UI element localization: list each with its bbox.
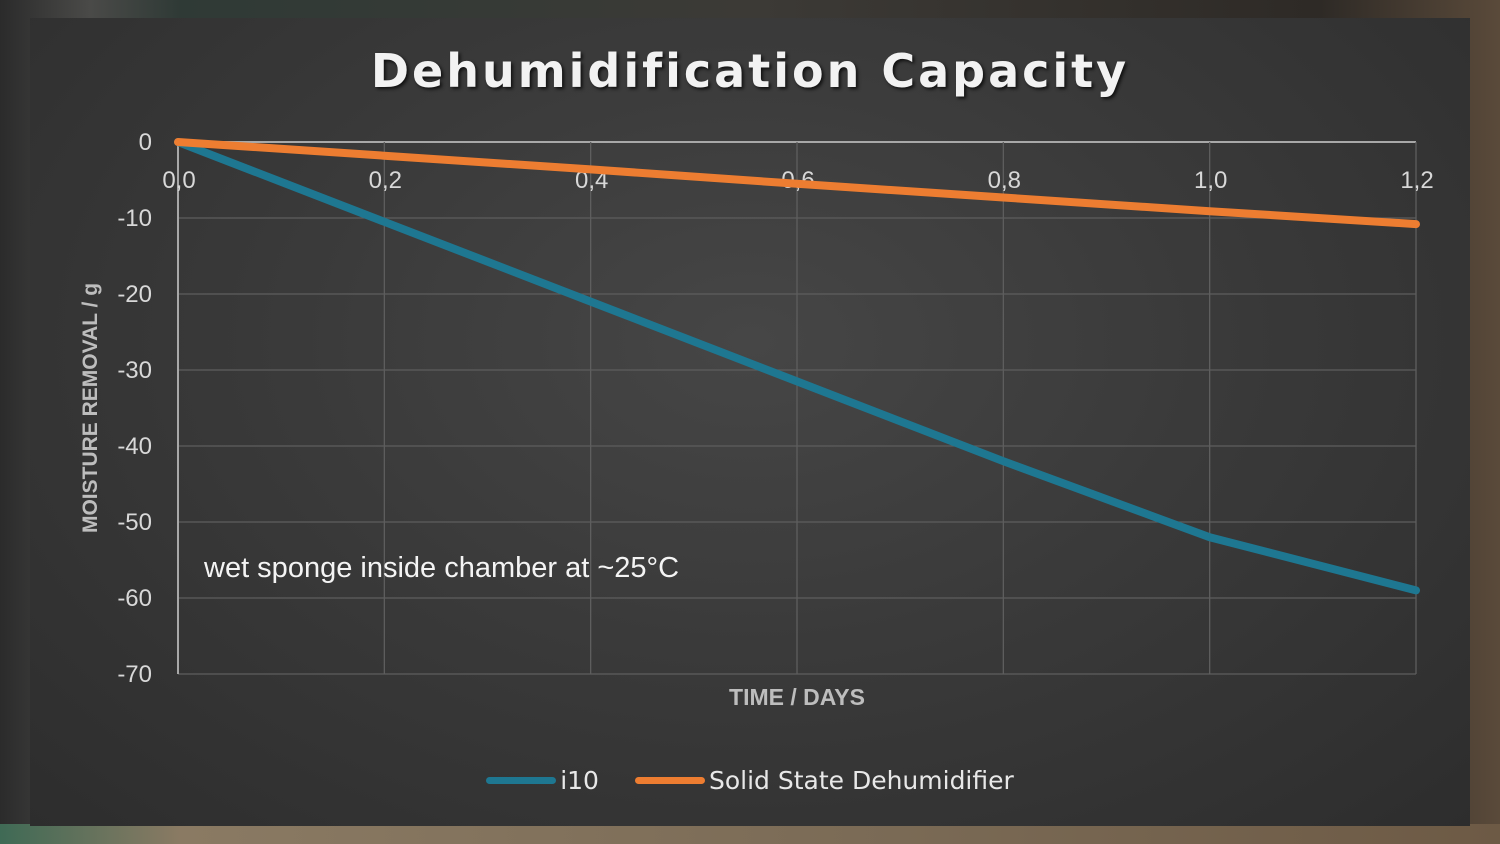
y-tick-label: 0 [139,129,152,156]
chart-title: Dehumidification Capacity [370,44,1130,98]
chart-legend: i10 Solid State Dehumidifier [0,766,1500,795]
x-axis-label: TIME / DAYS [729,684,865,710]
x-tick-label: 0,2 [369,167,402,194]
y-tick-label: -40 [117,433,152,460]
desk-surface [0,824,1500,844]
y-tick-label: -70 [117,661,152,688]
legend-swatch-i10 [486,777,557,784]
x-tick-labels: 0,0 0,2 0,4 0,6 0,8 1,0 1,2 [162,167,1433,194]
series-line-solid-state [174,138,1420,229]
series-line-i10 [174,138,1420,595]
series-lines [174,138,1420,595]
y-tick-labels: 0 -10 -20 -30 -40 -50 -60 -70 [117,129,152,688]
chart-annotation: wet sponge inside chamber at ~25°C [203,552,679,584]
legend-swatch-solid-state [634,777,705,784]
chart-slide [30,18,1470,826]
x-tick-label: 1,0 [1194,167,1227,194]
y-tick-label: -30 [117,357,152,384]
legend-label-solid-state: Solid State Dehumidifier [708,766,1014,795]
legend-item-solid-state[interactable]: Solid State Dehumidifier [634,766,1014,795]
y-tick-label: -10 [117,205,152,232]
x-tick-label: 1,2 [1400,167,1433,194]
y-tick-label: -60 [117,585,152,612]
x-tick-label: 0,0 [162,167,195,194]
y-tick-label: -20 [117,281,152,308]
grid-lines [177,141,1417,675]
y-axis-label: MOISTURE REMOVAL / g [79,283,102,533]
y-tick-label: -50 [117,509,152,536]
legend-item-i10[interactable]: i10 [486,766,599,795]
legend-label-i10: i10 [560,766,599,795]
x-tick-label: 0,8 [988,167,1021,194]
